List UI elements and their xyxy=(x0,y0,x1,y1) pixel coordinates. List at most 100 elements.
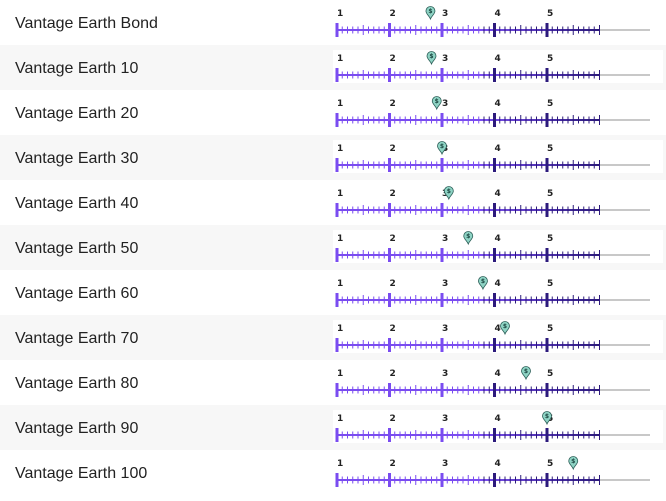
scale-major-tick xyxy=(440,248,444,262)
map-pin-dollar-icon xyxy=(425,6,436,21)
scale-tick-label: 4 xyxy=(495,99,501,109)
scale-major-tick xyxy=(335,338,339,352)
fund-name: Vantage Earth Bond xyxy=(15,15,158,32)
fund-name: Vantage Earth 90 xyxy=(15,420,139,437)
scale-major-tick xyxy=(335,158,339,172)
scale-tick-label: 2 xyxy=(390,234,396,244)
scale-tick-label: 4 xyxy=(495,189,501,199)
scale-major-tick xyxy=(545,473,549,487)
scale-major-tick xyxy=(493,158,496,172)
scale-major-tick xyxy=(440,23,444,37)
risk-marker-icon: $ xyxy=(431,96,442,111)
scale-major-tick xyxy=(335,428,339,442)
scale-tick-label: 3 xyxy=(442,369,448,379)
map-pin-dollar-icon xyxy=(500,321,510,336)
fund-row[interactable]: Vantage Earth 70 1 2 3 4 5 $ xyxy=(0,315,666,360)
scale-major-tick xyxy=(440,383,444,397)
fund-row[interactable]: Vantage Earth 100 1 2 3 4 5 $ xyxy=(0,450,666,495)
scale-tick-label: 5 xyxy=(547,54,553,64)
scale-tick-label: 5 xyxy=(547,99,553,109)
scale-major-tick xyxy=(493,248,496,262)
fund-row[interactable]: Vantage Earth 20 1 2 3 4 5 $ xyxy=(0,90,666,135)
scale-major-tick xyxy=(388,158,391,172)
scale-tick-label: 5 xyxy=(547,459,553,469)
fund-row[interactable]: Vantage Earth 4012345$ xyxy=(0,180,666,225)
scale-tick-label: 3 xyxy=(442,234,448,244)
risk-marker-icon: $ xyxy=(443,186,454,201)
scale-major-tick xyxy=(335,113,339,127)
scale-major-tick xyxy=(440,113,444,127)
scale-tick-label: 3 xyxy=(442,54,448,64)
scale-major-tick xyxy=(388,68,391,82)
map-pin-dollar-icon xyxy=(542,411,552,426)
scale-major-tick xyxy=(335,383,339,397)
scale-tick-label: 3 xyxy=(442,324,448,334)
scale-major-tick xyxy=(545,113,549,127)
scale-tick-label: 2 xyxy=(390,459,396,469)
marker-glyph: $ xyxy=(429,53,433,60)
fund-row[interactable]: Vantage Earth 60 1 2 3 4 5 $ xyxy=(0,270,666,315)
fund-row[interactable]: Vantage Earth 80 1 2 3 4 5 $ xyxy=(0,360,666,405)
fund-row[interactable]: Vantage Earth 9012345$ xyxy=(0,405,666,450)
fund-name: Vantage Earth 50 xyxy=(15,240,139,257)
scale-major-tick xyxy=(440,293,444,307)
map-pin-dollar-icon xyxy=(431,96,442,111)
fund-row[interactable]: Vantage Earth 50 1 2 3 4 5 $ xyxy=(0,225,666,270)
scale-tick-label: 2 xyxy=(390,324,396,334)
scale-tick-label: 5 xyxy=(547,369,553,379)
marker-glyph: $ xyxy=(524,368,528,375)
scale-major-tick xyxy=(388,23,391,37)
scale-major-tick xyxy=(545,203,549,217)
scale-tick-label: 3 xyxy=(442,99,448,109)
scale-major-tick xyxy=(388,473,391,487)
fund-row[interactable]: Vantage Earth Bond 1 2 3 4 5 $ xyxy=(0,0,666,45)
scale-tick-label: 1 xyxy=(337,144,343,154)
scale-tick-label: 5 xyxy=(547,189,553,199)
scale-major-tick xyxy=(440,338,444,352)
scale-major-tick xyxy=(388,383,391,397)
scale-tick-label: 1 xyxy=(337,414,343,424)
scale-tick-label: 1 xyxy=(337,234,343,244)
scale-tick-label: 3 xyxy=(442,279,448,289)
scale-major-tick xyxy=(388,248,391,262)
scale-tick-label: 2 xyxy=(390,189,396,199)
risk-marker-icon: $ xyxy=(500,321,510,336)
fund-row[interactable]: Vantage Earth 3012345$ xyxy=(0,135,666,180)
fund-row[interactable]: Vantage Earth 10 1 2 3 4 5 $ xyxy=(0,45,666,90)
fund-name: Vantage Earth 10 xyxy=(15,60,139,77)
map-pin-dollar-icon xyxy=(426,51,437,66)
scale-tick-label: 4 xyxy=(495,324,501,334)
scale-tick-label: 5 xyxy=(547,234,553,244)
scale-major-tick xyxy=(388,338,391,352)
marker-glyph: $ xyxy=(447,188,451,195)
scale-major-tick xyxy=(388,113,391,127)
scale-major-tick xyxy=(335,248,339,262)
scale-major-tick xyxy=(440,68,444,82)
scale-tick-label: 2 xyxy=(390,369,396,379)
scale-major-tick xyxy=(545,248,549,262)
scale-tick-label: 1 xyxy=(337,279,343,289)
map-pin-dollar-icon xyxy=(568,456,579,471)
risk-marker-icon: $ xyxy=(425,6,436,21)
scale-major-tick xyxy=(493,473,496,487)
marker-glyph: $ xyxy=(545,413,549,420)
risk-marker-icon: $ xyxy=(478,276,488,291)
scale-major-tick xyxy=(545,383,549,397)
scale-major-tick xyxy=(388,203,391,217)
scale-tick-label: 1 xyxy=(337,99,343,109)
risk-marker-icon: $ xyxy=(437,141,447,156)
scale-major-tick xyxy=(493,293,496,307)
scale-tick-label: 4 xyxy=(495,144,501,154)
